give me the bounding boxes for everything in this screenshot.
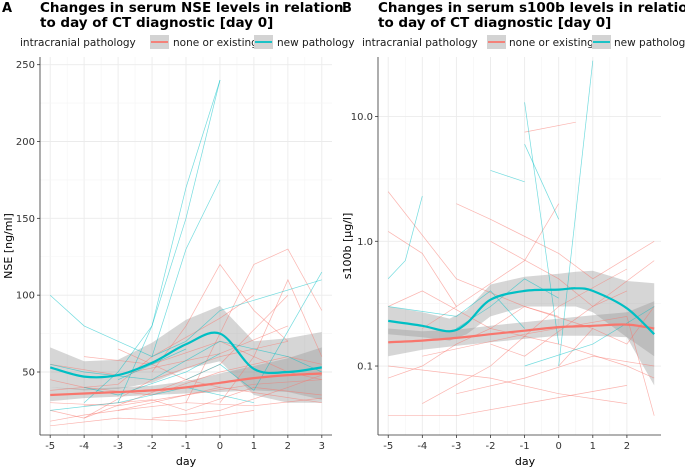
panel-a-x-tick-label: 1 <box>251 441 257 452</box>
panel-a-smooth-existing <box>50 372 322 397</box>
panel-b: B Changes in serum s100b levels in relat… <box>341 0 685 468</box>
panel-b-title-line-1: Changes in serum s100b levels in relatio <box>378 0 685 16</box>
panel-b-legend-label-existing: none or existing <box>509 37 594 49</box>
panel-a-y-tick-label: 150 <box>16 214 35 225</box>
panel-b-x-tick-label: -5 <box>383 441 393 452</box>
panel-a-trace-new <box>117 348 187 381</box>
panel-b-x-tick-label: 2 <box>624 441 630 452</box>
panel-b-trace-existing <box>387 191 593 329</box>
panel-a-x-axis-label: day <box>176 455 197 468</box>
panel-label-a: A <box>2 1 12 16</box>
panel-b-trace-new <box>490 170 525 183</box>
panel-b-trace-new <box>388 290 525 329</box>
panel-a-title-line-1: Changes in serum NSE levels in relation <box>40 0 343 16</box>
panel-a-y-tick-label: 50 <box>22 368 35 379</box>
panel-a-trace-new <box>49 279 322 357</box>
panel-a-trace-new <box>117 79 221 403</box>
panel-a-trace-new <box>84 353 221 396</box>
panel-b-legend: intracranial pathology none or existing … <box>362 35 685 49</box>
panel-b-trace-existing <box>388 290 655 379</box>
panel-b-trace-existing <box>524 121 576 133</box>
panel-b-x-tick-label: 1 <box>590 441 596 452</box>
panel-a-y-ticks: 50 100 150 200 250 <box>16 60 40 379</box>
panel-a-trace-existing <box>84 387 322 411</box>
panel-b-legend-title: intracranial pathology <box>362 37 478 49</box>
panel-b-trace-new <box>387 196 423 280</box>
panel-b-x-ticks: -5 -4 -3 -2 -1 0 1 2 <box>383 435 630 452</box>
panel-b-title-line-2: to day of CT diagnostic [day 0] <box>378 15 611 31</box>
panel-a-y-tick-label: 200 <box>16 137 35 148</box>
panel-a-smooth-lines <box>49 331 322 397</box>
panel-b-x-tick-label: 0 <box>556 441 562 452</box>
panel-a-y-tick-label: 250 <box>16 60 35 71</box>
panel-a-legend-label-new: new pathology <box>277 37 355 49</box>
panel-b-trace-new <box>558 60 594 367</box>
panel-b-trace-new <box>524 102 560 345</box>
panel-b-y-tick-label: 0.1 <box>357 362 373 373</box>
panel-a-trace-existing <box>151 263 289 373</box>
panel-b-band-new <box>388 270 655 386</box>
panel-b-trace-existing <box>422 203 560 329</box>
panel-a-trace-new <box>151 179 221 357</box>
panel-b-x-tick-label: -2 <box>486 441 496 452</box>
panel-a-trace-existing <box>151 374 322 419</box>
panel-b-y-ticks: 0.1 1.0 10.0 <box>351 112 378 373</box>
panel-a-y-axis-label: NSE [ng/ml] <box>2 213 15 279</box>
panel-b-x-axis-label: day <box>515 455 536 468</box>
panel-a-trace-new <box>50 340 322 381</box>
panel-b-smooth-existing <box>388 323 655 344</box>
panel-b-legend-label-new: new pathology <box>614 37 685 49</box>
panel-b-patient-traces <box>387 60 655 417</box>
panel-b-trace-new <box>524 144 560 220</box>
panel-a-legend-title: intracranial pathology <box>20 37 136 49</box>
panel-b-x-tick-label: -4 <box>417 441 427 452</box>
panel-a-x-ticks: -5 -4 -3 -2 -1 0 1 2 3 <box>45 435 325 452</box>
panel-b-y-tick-label: 10.0 <box>351 112 373 123</box>
panel-a-title-line-2: to day of CT diagnostic [day 0] <box>40 15 273 31</box>
panel-a-x-tick-label: 2 <box>285 441 291 452</box>
panel-b-smooth-new <box>388 287 655 336</box>
panel-a-y-tick-label: 100 <box>16 291 35 302</box>
panel-b-band-existing <box>388 301 655 357</box>
panel-a-x-tick-label: -3 <box>113 441 123 452</box>
panel-a-trace-existing <box>50 387 221 422</box>
panel-a-x-tick-label: 0 <box>217 441 223 452</box>
panel-a-trace-new <box>185 271 323 391</box>
panel-b-trace-existing <box>388 231 457 307</box>
panel-a-trace-existing <box>50 325 289 376</box>
panel-a-trace-existing <box>50 410 254 427</box>
panel-a-x-tick-label: -1 <box>181 441 191 452</box>
panel-a-smooth-new <box>49 331 322 379</box>
panel-b-x-tick-label: -3 <box>451 441 461 452</box>
panel-b-trace-existing <box>490 260 655 357</box>
panel-b-plot-area <box>378 57 661 435</box>
panel-b-gridlines <box>378 57 661 435</box>
panel-a-legend-label-existing: none or existing <box>173 37 258 49</box>
panel-b-y-tick-label: 1.0 <box>357 237 373 248</box>
panel-a-trace-new <box>50 387 254 411</box>
panel-a-x-tick-label: -5 <box>45 441 55 452</box>
panel-a-x-tick-label: 3 <box>319 441 325 452</box>
panel-b-smooth-lines <box>388 287 655 344</box>
panel-a-x-tick-label: -2 <box>147 441 157 452</box>
panel-b-x-tick-label: -1 <box>520 441 530 452</box>
panel-b-trace-existing <box>456 355 655 395</box>
panel-a-trace-existing <box>50 356 322 396</box>
panel-b-trace-existing <box>456 203 655 280</box>
panel-a-trace-existing <box>118 397 322 411</box>
panel-b-trace-new <box>524 306 655 367</box>
panel-b-trace-existing <box>388 385 627 417</box>
panel-a: A Changes in serum NSE levels in relatio… <box>2 0 355 468</box>
panel-a-legend: intracranial pathology none or existing … <box>20 35 355 49</box>
panel-a-x-tick-label: -4 <box>79 441 89 452</box>
panel-b-confidence-bands <box>388 270 655 386</box>
panel-label-b: B <box>342 1 352 16</box>
panel-b-y-axis-label: s100b [µg/l] <box>341 213 354 280</box>
panel-b-trace-existing <box>388 365 627 404</box>
